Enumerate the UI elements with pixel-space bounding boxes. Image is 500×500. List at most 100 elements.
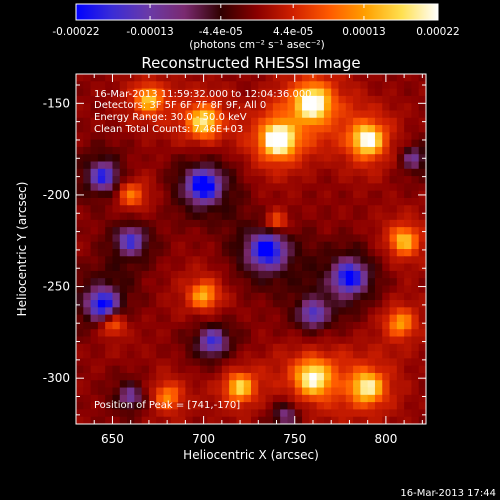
heatmap-cell — [127, 227, 135, 235]
heatmap-cell — [127, 372, 135, 381]
heatmap-cell — [396, 81, 405, 89]
heatmap-cell — [258, 307, 266, 316]
heatmap-cell — [316, 292, 325, 301]
heatmap-cell — [396, 380, 405, 388]
heatmap-cell — [112, 146, 121, 155]
heatmap-cell — [323, 292, 332, 301]
heatmap-cell — [148, 256, 157, 264]
heatmap-cell — [105, 314, 113, 323]
heatmap-cell — [338, 300, 347, 308]
heatmap-cell — [156, 212, 164, 221]
heatmap-cell — [148, 139, 157, 148]
heatmap-cell — [389, 219, 398, 228]
heatmap-cell — [251, 307, 259, 316]
heatmap-cell — [265, 176, 274, 184]
heatmap-cell — [360, 263, 369, 272]
heatmap-cell — [163, 249, 172, 257]
heatmap-cell — [251, 402, 259, 410]
heatmap-cell — [141, 307, 150, 316]
heatmap-cell — [411, 278, 420, 286]
heatmap-cell — [83, 343, 91, 352]
heatmap-cell — [360, 183, 369, 192]
heatmap-cell — [119, 380, 128, 388]
heatmap-cell — [127, 241, 135, 250]
heatmap-cell — [178, 314, 186, 323]
heatmap-cell — [199, 183, 208, 192]
heatmap-cell — [280, 81, 288, 89]
heatmap-cell — [287, 336, 296, 345]
heatmap-cell — [331, 300, 339, 308]
heatmap-cell — [148, 117, 157, 126]
heatmap-cell — [127, 168, 135, 177]
heatmap-cell — [374, 125, 383, 133]
heatmap-cell — [236, 285, 245, 294]
heatmap-cell — [221, 110, 230, 119]
heatmap-cell — [236, 314, 245, 323]
heatmap-cell — [83, 329, 91, 337]
heatmap-cell — [178, 132, 186, 141]
heatmap-cell — [163, 161, 172, 170]
heatmap-cell — [156, 321, 164, 330]
heatmap-cell — [236, 176, 245, 184]
heatmap-cell — [294, 329, 303, 337]
heatmap-cell — [221, 270, 230, 279]
heatmap-cell — [76, 343, 84, 352]
heatmap-cell — [309, 256, 318, 264]
heatmap-cell — [97, 263, 106, 272]
heatmap-cell — [178, 402, 186, 410]
heatmap-cell — [141, 365, 150, 374]
heatmap-cell — [207, 314, 215, 323]
heatmap-cell — [178, 227, 186, 235]
heatmap-cell — [404, 365, 412, 374]
heatmap-cell — [148, 241, 157, 250]
heatmap-cell — [192, 321, 201, 330]
heatmap-cell — [178, 95, 186, 104]
heatmap-cell — [374, 270, 383, 279]
heatmap-cell — [243, 358, 252, 367]
heatmap-cell — [272, 387, 281, 396]
heatmap-cell — [141, 394, 150, 403]
heatmap-cell — [76, 95, 84, 104]
heatmap-cell — [192, 132, 201, 141]
heatmap-cell — [76, 402, 84, 410]
heatmap-cell — [127, 139, 135, 148]
heatmap-cell — [302, 372, 310, 381]
heatmap-cell — [309, 161, 318, 170]
heatmap-cell — [105, 263, 113, 272]
heatmap-cell — [360, 307, 369, 316]
heatmap-cell — [163, 394, 172, 403]
heatmap-cell — [76, 197, 84, 206]
heatmap-cell — [287, 161, 296, 170]
heatmap-cell — [207, 117, 215, 126]
heatmap-cell — [287, 343, 296, 352]
heatmap-cell — [207, 343, 215, 352]
heatmap-cell — [294, 372, 303, 381]
heatmap-cell — [236, 168, 245, 177]
heatmap-cell — [367, 139, 376, 148]
heatmap-cell — [323, 300, 332, 308]
heatmap-cell — [207, 351, 215, 359]
heatmap-cell — [105, 227, 113, 235]
heatmap-cell — [251, 270, 259, 279]
heatmap-cell — [404, 402, 412, 410]
heatmap-cell — [214, 110, 223, 119]
heatmap-cell — [185, 95, 194, 104]
heatmap-cell — [207, 219, 215, 228]
heatmap-cell — [396, 132, 405, 141]
heatmap-cell — [236, 183, 245, 192]
heatmap-cell — [127, 161, 135, 170]
heatmap-cell — [163, 241, 172, 250]
colorbar-tick-label: 0.00022 — [416, 26, 459, 38]
heatmap-cell — [389, 117, 398, 126]
heatmap-cell — [105, 205, 113, 213]
heatmap-cell — [90, 161, 99, 170]
heatmap-cell — [207, 402, 215, 410]
heatmap-cell — [338, 146, 347, 155]
heatmap-cell — [221, 205, 230, 213]
heatmap-cell — [287, 154, 296, 162]
heatmap-cell — [418, 365, 426, 374]
heatmap-cell — [112, 343, 121, 352]
heatmap-cell — [185, 409, 194, 418]
heatmap-cell — [134, 74, 143, 82]
heatmap-cell — [134, 292, 143, 301]
